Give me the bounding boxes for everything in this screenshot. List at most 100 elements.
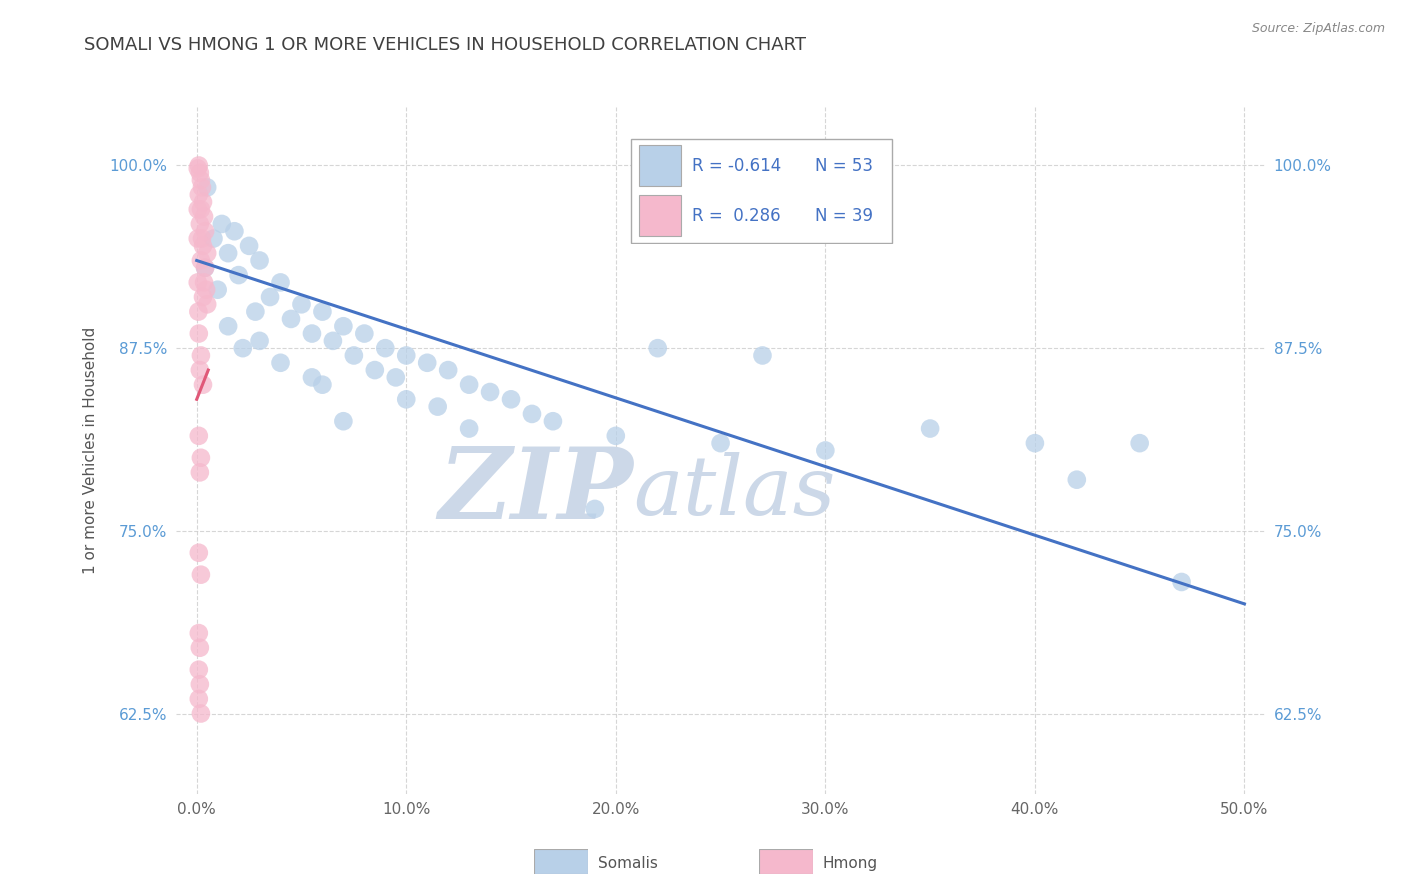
Point bbox=[195, 246, 218, 260]
Point bbox=[188, 217, 211, 231]
Point bbox=[1129, 436, 1152, 450]
Point bbox=[195, 297, 218, 311]
Point bbox=[190, 706, 212, 721]
Point bbox=[188, 677, 211, 691]
Point bbox=[479, 384, 502, 399]
Point bbox=[311, 377, 333, 392]
Point bbox=[191, 180, 214, 194]
Text: atlas: atlas bbox=[633, 451, 835, 532]
Point bbox=[188, 166, 211, 180]
Point bbox=[190, 567, 212, 582]
Point bbox=[188, 640, 211, 655]
Point bbox=[322, 334, 344, 348]
Point bbox=[211, 217, 233, 231]
Point bbox=[647, 341, 669, 355]
Point bbox=[187, 159, 209, 173]
Point bbox=[364, 363, 387, 377]
Text: Somalis: Somalis bbox=[598, 856, 658, 871]
Text: ZIP: ZIP bbox=[439, 443, 633, 540]
Point bbox=[187, 231, 209, 245]
Point bbox=[194, 260, 217, 275]
Point bbox=[187, 429, 209, 443]
Point bbox=[187, 304, 209, 318]
Bar bbox=[638, 145, 682, 186]
Text: Hmong: Hmong bbox=[823, 856, 877, 871]
Point bbox=[353, 326, 375, 341]
Point bbox=[187, 546, 209, 560]
Point bbox=[232, 341, 254, 355]
Point bbox=[270, 276, 292, 290]
Point bbox=[190, 253, 212, 268]
Point bbox=[187, 276, 209, 290]
Point bbox=[228, 268, 250, 282]
Point bbox=[191, 194, 214, 209]
FancyBboxPatch shape bbox=[631, 139, 893, 244]
Point bbox=[395, 392, 418, 407]
Point bbox=[605, 429, 627, 443]
Point bbox=[583, 502, 606, 516]
Point bbox=[217, 319, 239, 334]
Point bbox=[814, 443, 837, 458]
Point bbox=[520, 407, 543, 421]
Point bbox=[458, 421, 481, 435]
Point bbox=[191, 239, 214, 253]
Text: SOMALI VS HMONG 1 OR MORE VEHICLES IN HOUSEHOLD CORRELATION CHART: SOMALI VS HMONG 1 OR MORE VEHICLES IN HO… bbox=[84, 36, 807, 54]
Point bbox=[332, 319, 354, 334]
Point bbox=[384, 370, 406, 384]
Point bbox=[290, 297, 312, 311]
Point bbox=[194, 224, 217, 238]
Point bbox=[193, 276, 215, 290]
Point bbox=[1170, 574, 1192, 589]
Point bbox=[191, 290, 214, 304]
Point bbox=[1066, 473, 1088, 487]
Text: Source: ZipAtlas.com: Source: ZipAtlas.com bbox=[1251, 22, 1385, 36]
Text: N = 39: N = 39 bbox=[815, 207, 873, 225]
Point bbox=[193, 210, 215, 224]
Point bbox=[437, 363, 460, 377]
Point bbox=[395, 349, 418, 363]
Point bbox=[499, 392, 522, 407]
Point bbox=[191, 231, 214, 245]
Point bbox=[187, 326, 209, 341]
Point bbox=[188, 466, 211, 480]
Point bbox=[188, 363, 211, 377]
Point bbox=[920, 421, 942, 435]
Y-axis label: 1 or more Vehicles in Household: 1 or more Vehicles in Household bbox=[83, 326, 98, 574]
Point bbox=[280, 312, 302, 326]
Point bbox=[190, 450, 212, 465]
Point bbox=[270, 356, 292, 370]
Point bbox=[187, 692, 209, 706]
Point bbox=[187, 663, 209, 677]
Point bbox=[195, 283, 218, 297]
Point bbox=[187, 187, 209, 202]
Point bbox=[194, 260, 217, 275]
Point bbox=[187, 626, 209, 640]
Point bbox=[249, 253, 271, 268]
Point bbox=[426, 400, 449, 414]
Point bbox=[311, 304, 333, 318]
Point bbox=[541, 414, 564, 428]
Point bbox=[374, 341, 396, 355]
Point bbox=[259, 290, 281, 304]
Text: N = 53: N = 53 bbox=[815, 157, 873, 175]
Point bbox=[190, 173, 212, 187]
Point bbox=[301, 370, 323, 384]
Point bbox=[187, 202, 209, 217]
Point bbox=[195, 180, 218, 194]
Bar bbox=[638, 195, 682, 235]
Point bbox=[245, 304, 267, 318]
Point bbox=[190, 349, 212, 363]
Point bbox=[238, 239, 260, 253]
Point bbox=[416, 356, 439, 370]
Text: R = -0.614: R = -0.614 bbox=[692, 157, 782, 175]
Point bbox=[710, 436, 733, 450]
Text: R =  0.286: R = 0.286 bbox=[692, 207, 780, 225]
Point bbox=[301, 326, 323, 341]
Point bbox=[190, 202, 212, 217]
Point bbox=[217, 246, 239, 260]
Point bbox=[187, 161, 209, 176]
Point bbox=[249, 334, 271, 348]
Point bbox=[458, 377, 481, 392]
Point bbox=[191, 377, 214, 392]
Point bbox=[202, 231, 225, 245]
